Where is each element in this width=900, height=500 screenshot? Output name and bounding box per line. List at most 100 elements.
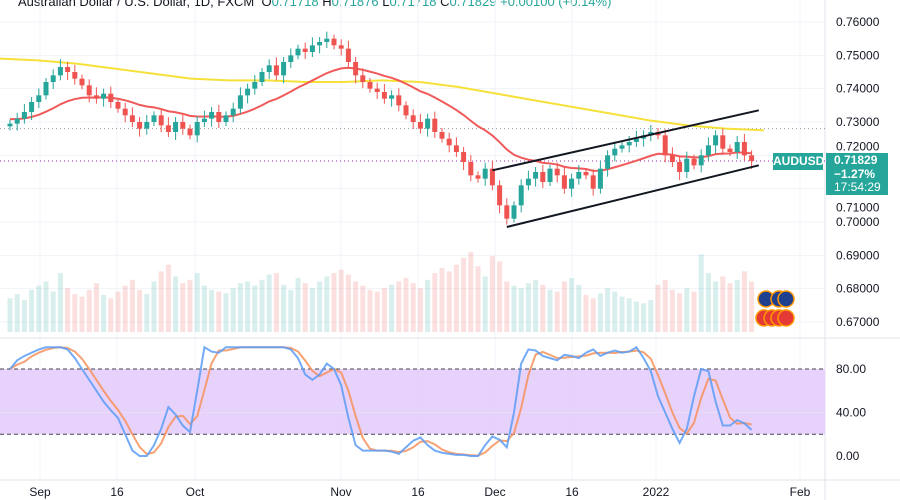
candle-body (86, 85, 92, 96)
volume-bar (331, 273, 337, 332)
candle-body (194, 122, 200, 136)
currency-flag-icon (777, 290, 795, 308)
candle-body (216, 112, 222, 122)
candle-body (720, 135, 726, 149)
last-price: 0.71829 (834, 153, 878, 167)
volume-bar (569, 278, 575, 332)
date-tick-label: 16 (565, 485, 579, 499)
volume-bar (705, 273, 711, 332)
volume-bar (173, 276, 179, 332)
channel-upper-trendline (492, 109, 760, 172)
candle-body (288, 55, 294, 62)
candle-body (65, 67, 71, 72)
volume-bar (461, 257, 467, 332)
volume-bar (367, 289, 373, 332)
date-tick-label: 2022 (643, 485, 670, 499)
candle-body (302, 48, 308, 52)
candle-body (50, 75, 56, 82)
volume-bar (475, 266, 481, 332)
candle-body (173, 122, 179, 132)
volume-bar (453, 264, 459, 332)
volume-bar (165, 264, 171, 332)
candle-body (605, 155, 611, 169)
volume-bar (597, 293, 603, 332)
candle-body (93, 95, 99, 99)
volume-bar (151, 281, 157, 332)
volume-bar (194, 273, 200, 332)
candle-body (295, 48, 301, 56)
volume-bar (72, 294, 78, 332)
candle-body (497, 185, 503, 206)
volume-bar (518, 288, 524, 332)
price-tick-label: 0.76000 (836, 15, 880, 29)
candle-body (734, 142, 740, 152)
candle-body (698, 155, 704, 166)
volume-bar (21, 300, 27, 332)
volume-bar (417, 288, 423, 332)
volume-bar (410, 283, 416, 332)
date-tick-label: Feb (790, 485, 811, 499)
candle-body (396, 95, 402, 106)
price-tick-label: 0.74000 (836, 82, 880, 96)
volume-bar (57, 273, 63, 332)
volume-bar (201, 285, 207, 332)
volume-bar (425, 279, 431, 332)
volume-bar (741, 271, 747, 332)
candle-body (554, 168, 560, 176)
volume-bar (14, 294, 20, 332)
close-value: 0.71829 (449, 0, 497, 9)
candle-body (57, 67, 63, 76)
volume-bar (79, 296, 85, 332)
candle-body (21, 112, 27, 119)
volume-bar (648, 300, 654, 332)
candle-body (741, 142, 747, 156)
high-value: 0.71876 (331, 0, 379, 9)
candle-body (273, 65, 279, 76)
candle-body (223, 115, 229, 122)
candle-body (381, 92, 387, 99)
price-tick-label: 0.71000 (836, 201, 880, 215)
candle-body (309, 45, 315, 52)
volume-bar (317, 281, 323, 332)
volume-bar (446, 271, 452, 332)
candle-body (662, 135, 668, 156)
volume-bar (583, 294, 589, 332)
volume-bar (29, 289, 35, 332)
volume-bar (374, 291, 380, 332)
candle-body (561, 175, 567, 189)
volume-bar (389, 284, 395, 332)
volume-bar (691, 291, 697, 332)
volume-bar (137, 289, 143, 332)
price-tick-label: 0.69000 (836, 248, 880, 262)
open-value: 0.71718 (271, 0, 319, 9)
date-tick-label: Dec (484, 485, 505, 499)
volume-bar (216, 291, 222, 332)
volume-bar (561, 281, 567, 332)
volume-bar (576, 284, 582, 332)
candle-body (259, 72, 265, 82)
candle-body (525, 178, 531, 186)
candle-body (432, 118, 438, 132)
volume-bar (309, 288, 315, 332)
candle-body (237, 95, 243, 109)
volume-bar (533, 279, 539, 332)
candle-body (705, 145, 711, 156)
volume-bar (554, 291, 560, 332)
candle-body (749, 155, 755, 161)
volume-bar (605, 288, 611, 332)
candle-body (144, 122, 150, 129)
candle-body (590, 175, 596, 189)
candle-body (338, 45, 344, 49)
candle-body (691, 158, 697, 166)
volume-bar (237, 283, 243, 332)
volume-bar (65, 288, 71, 332)
candle-body (187, 128, 193, 136)
volume-bar (324, 276, 330, 332)
candle-body (612, 148, 618, 156)
candle-body (533, 172, 539, 179)
candle-body (504, 205, 510, 219)
candle-body (209, 112, 215, 119)
candle-body (331, 38, 337, 46)
candle-body (72, 72, 78, 79)
